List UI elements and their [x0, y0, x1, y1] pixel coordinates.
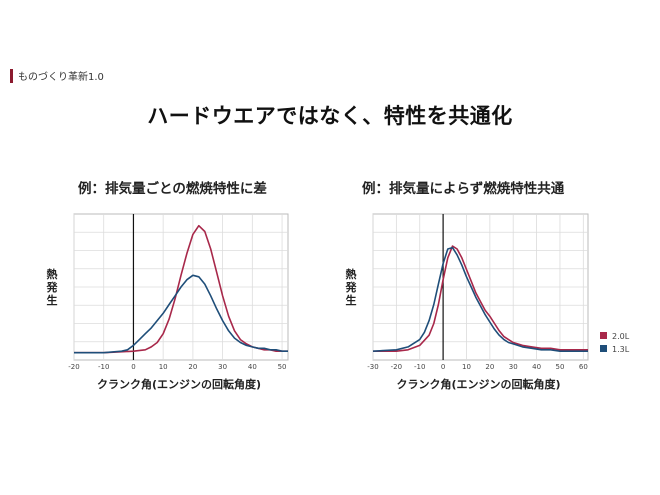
- x-tick-label-7: 50: [278, 363, 287, 371]
- series-line-1.3L: [372, 246, 588, 352]
- section-accent-bar: [10, 68, 13, 83]
- x-tick-label-7: 40: [532, 363, 541, 371]
- y-axis-label: 熱発生: [345, 267, 358, 307]
- page-title: ハードウエアではなく、特性を共通化: [147, 104, 513, 128]
- x-tick-label-9: 60: [579, 363, 588, 371]
- x-tick-label-4: 10: [462, 363, 471, 371]
- x-tick-label-5: 20: [485, 363, 494, 371]
- x-tick-label-1: -20: [391, 363, 402, 371]
- x-tick-label-0: -20: [68, 363, 79, 371]
- x-tick-label-5: 30: [218, 363, 227, 371]
- x-tick-label-6: 40: [248, 363, 257, 371]
- x-tick-label-2: -10: [414, 363, 425, 371]
- series-line-2.0L: [373, 245, 588, 352]
- x-tick-label-3: 10: [159, 363, 168, 371]
- x-tick-label-2: 0: [131, 363, 135, 371]
- legend-label-2.0L: 2.0L: [612, 332, 630, 341]
- chart-legend: 2.0L 1.3L: [600, 332, 630, 354]
- x-tick-label-0: -30: [367, 363, 378, 371]
- section-label: ものづくり革新1.0: [18, 72, 104, 83]
- legend-swatch-1.3L: [600, 345, 607, 352]
- legend-swatch-2.0L: [600, 332, 607, 339]
- chart-2: -30 -20 -10 0 10 20 30 40 50 60 熱発生クランク角(エンジンの回転角度…: [345, 213, 589, 391]
- x-axis-label: クランク角(エンジンの回転角度): [396, 377, 560, 391]
- section-tag: ものづくり革新1.0: [10, 68, 104, 83]
- x-tick-label-8: 50: [555, 363, 564, 371]
- series-line-1.3L: [74, 274, 288, 354]
- x-axis-label: クランク角(エンジンの回転角度): [97, 377, 261, 391]
- x-tick-label-1: -10: [98, 363, 109, 371]
- y-axis-label: 熱発生: [46, 267, 59, 307]
- x-tick-label-3: 0: [441, 363, 445, 371]
- legend-label-1.3L: 1.3L: [612, 345, 630, 354]
- x-tick-label-6: 30: [509, 363, 518, 371]
- chart-2-title: 例：排気量によらず燃焼特性共通: [362, 181, 565, 197]
- x-tick-label-4: 20: [188, 363, 197, 371]
- chart-1-title: 例：排気量ごとの燃焼特性に差: [78, 181, 267, 197]
